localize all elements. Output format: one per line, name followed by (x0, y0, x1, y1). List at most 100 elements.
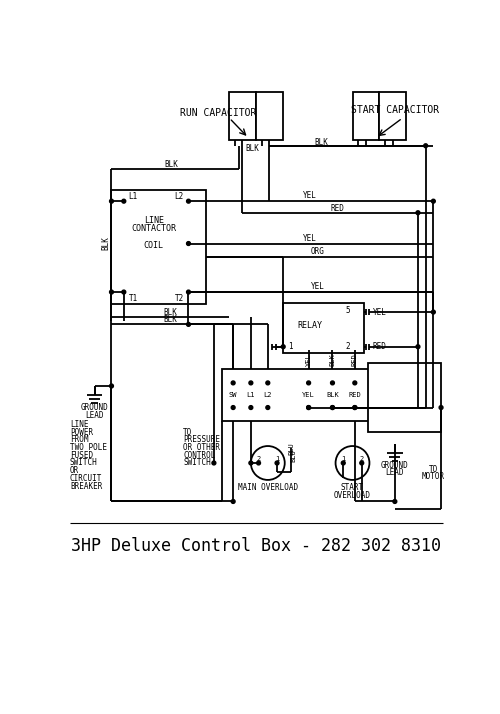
Text: 1: 1 (275, 456, 279, 462)
Text: YEL: YEL (303, 191, 317, 201)
Circle shape (122, 199, 126, 203)
Circle shape (424, 144, 428, 148)
Text: L1: L1 (128, 192, 138, 201)
Text: YEL: YEL (372, 308, 386, 316)
Text: 1: 1 (341, 456, 345, 462)
Circle shape (416, 345, 420, 348)
Text: BLK: BLK (163, 316, 177, 324)
Circle shape (439, 406, 443, 409)
Circle shape (249, 406, 253, 409)
Text: SW: SW (229, 392, 237, 398)
Circle shape (416, 211, 420, 215)
Circle shape (249, 381, 253, 385)
Text: T2: T2 (174, 293, 184, 303)
Text: RED: RED (372, 342, 386, 351)
Text: RELAY: RELAY (298, 321, 322, 331)
Text: MAIN OVERLOAD: MAIN OVERLOAD (238, 483, 298, 492)
Text: OVERLOAD: OVERLOAD (334, 491, 371, 500)
Circle shape (249, 461, 253, 465)
Circle shape (186, 199, 190, 203)
Bar (368, 363, 441, 432)
Text: BLK: BLK (102, 236, 110, 251)
Circle shape (110, 384, 114, 388)
Text: BREAKER: BREAKER (70, 481, 102, 491)
Circle shape (353, 381, 356, 385)
Circle shape (360, 461, 364, 465)
Circle shape (212, 461, 216, 465)
Text: 5: 5 (346, 306, 350, 315)
Text: OR: OR (70, 466, 79, 476)
Circle shape (393, 500, 397, 503)
Circle shape (231, 406, 235, 409)
Text: CIRCUIT: CIRCUIT (70, 474, 102, 483)
Circle shape (122, 290, 126, 294)
Circle shape (330, 406, 334, 409)
Text: GROUND: GROUND (381, 461, 408, 470)
Circle shape (342, 461, 345, 465)
Text: LEAD: LEAD (86, 411, 104, 420)
Text: CONTACTOR: CONTACTOR (132, 224, 176, 233)
Text: OR OTHER: OR OTHER (183, 443, 220, 452)
Text: 2: 2 (360, 456, 364, 462)
Text: L1: L1 (246, 392, 255, 398)
Circle shape (432, 199, 436, 203)
Text: BLK: BLK (246, 144, 260, 154)
Circle shape (432, 310, 436, 314)
Circle shape (251, 446, 284, 480)
Circle shape (256, 461, 260, 465)
Text: RUN CAPACITOR: RUN CAPACITOR (180, 108, 256, 118)
Bar (112, 190, 206, 303)
Text: TO: TO (428, 465, 438, 473)
Text: BLK: BLK (326, 392, 339, 398)
Text: FUSED: FUSED (70, 451, 93, 460)
Text: BLU: BLU (290, 449, 296, 462)
Bar (230, 92, 256, 139)
Circle shape (353, 406, 356, 409)
Circle shape (231, 381, 235, 385)
Text: BLK: BLK (164, 160, 178, 169)
Text: TWO POLE: TWO POLE (70, 443, 107, 452)
Text: L2: L2 (264, 392, 272, 398)
Text: YEL: YEL (311, 282, 325, 291)
Text: TO: TO (183, 428, 192, 437)
Text: MOTOR: MOTOR (422, 473, 445, 481)
Bar (283, 303, 364, 353)
Circle shape (186, 290, 190, 294)
Circle shape (110, 199, 114, 203)
Text: BLK: BLK (330, 353, 336, 366)
Circle shape (306, 406, 310, 409)
Circle shape (275, 461, 279, 465)
Text: CONTROL: CONTROL (183, 451, 216, 460)
Text: POWER: POWER (70, 428, 93, 437)
Text: RED: RED (330, 203, 344, 213)
Bar (256, 92, 283, 139)
Text: START: START (341, 483, 364, 492)
Circle shape (266, 381, 270, 385)
Circle shape (330, 406, 334, 409)
Circle shape (231, 500, 235, 503)
Text: 1: 1 (288, 342, 293, 351)
Text: LINE: LINE (70, 420, 88, 429)
Circle shape (330, 381, 334, 385)
Circle shape (110, 290, 114, 294)
Text: RED: RED (352, 353, 358, 366)
Text: T1: T1 (128, 293, 138, 303)
Text: BLK: BLK (163, 308, 177, 316)
Circle shape (353, 406, 356, 409)
Circle shape (306, 381, 310, 385)
Text: 2: 2 (256, 456, 260, 462)
Circle shape (266, 406, 270, 409)
Text: PRESSURE: PRESSURE (183, 436, 220, 444)
Text: SWITCH: SWITCH (70, 458, 98, 468)
Text: COIL: COIL (144, 241, 164, 251)
Text: FROM: FROM (70, 436, 88, 444)
Text: YEL: YEL (303, 233, 317, 243)
Text: GROUND: GROUND (80, 403, 108, 412)
Text: LEAD: LEAD (386, 468, 404, 478)
Text: BLK: BLK (315, 139, 328, 147)
Text: 2: 2 (346, 342, 350, 351)
Text: START CAPACITOR: START CAPACITOR (351, 106, 439, 116)
Text: BLU: BLU (288, 443, 294, 456)
Circle shape (186, 241, 190, 246)
Bar (222, 369, 385, 421)
